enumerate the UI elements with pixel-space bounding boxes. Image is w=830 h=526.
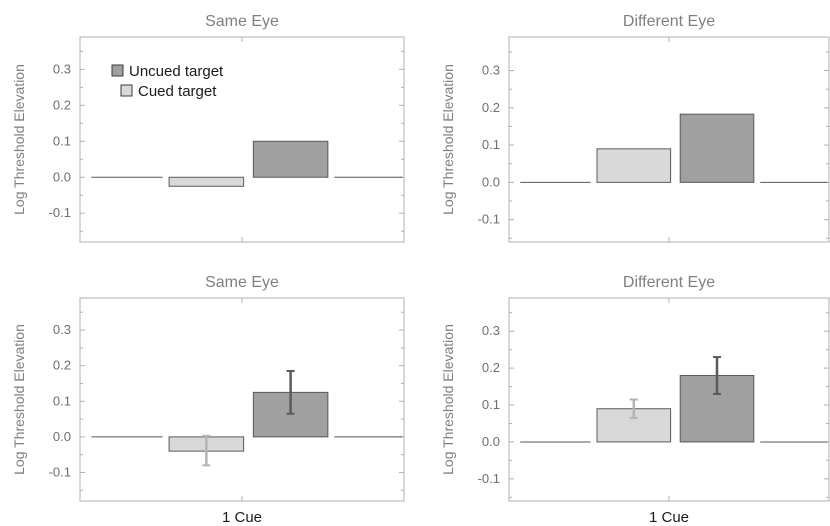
y-tick-label: 0.2	[482, 360, 500, 375]
y-tick-label: 0.1	[482, 137, 500, 152]
x-axis-label: 1 Cue	[649, 509, 689, 526]
legend-label: Uncued target	[129, 63, 224, 80]
chart-title: Different Eye	[623, 13, 715, 30]
chart-panel-4: Different Eye 0.3 0.2 0.1 0.0 -0.1 Log Thresho…	[440, 274, 830, 526]
y-axis-label: Log Threshold Elevation	[440, 64, 456, 215]
bar-uncued-target	[679, 113, 755, 183]
bar-cued-target	[596, 148, 672, 183]
y-tick-label: 0.3	[482, 63, 500, 78]
y-tick-label: -0.1	[478, 471, 500, 486]
y-tick-label: 0.2	[482, 100, 500, 115]
plot-frame	[508, 297, 830, 502]
chart-title: Same Eye	[205, 13, 279, 30]
chart-title: Different Eye	[623, 274, 715, 291]
y-tick-label: 0.0	[482, 434, 500, 449]
y-tick-label: -0.1	[478, 212, 500, 227]
legend-label: Cued target	[138, 83, 217, 100]
y-tick-label: 0.0	[482, 174, 500, 189]
chart-panel-3: Same Eye 0.3 0.2 0.1 0.0 -0.1 Log Threshold El…	[11, 274, 405, 526]
x-axis-label: 1 Cue	[222, 509, 262, 526]
legend-swatch	[120, 84, 133, 97]
y-tick-label: 0.3	[53, 61, 71, 76]
y-tick-label: 0.0	[53, 169, 71, 184]
y-tick-label: -0.1	[49, 205, 71, 220]
y-tick-label: 0.0	[53, 429, 71, 444]
chart-panel-2: Different Eye 0.3 0.2 0.1 0.0 -0.1 Log Thresho…	[440, 13, 830, 243]
y-axis-label: Log Threshold Elevation	[11, 64, 27, 215]
chart-title: Same Eye	[205, 274, 279, 291]
y-tick-label: 0.2	[53, 97, 71, 112]
legend-swatch	[111, 64, 124, 77]
plot-frame	[508, 36, 830, 243]
y-tick-label: 0.1	[53, 393, 71, 408]
chart-panel-1: Same Eye 0.3 0.2 0.1 0.0 -0.1 Log Threshold El…	[11, 13, 405, 243]
y-tick-label: 0.1	[53, 133, 71, 148]
y-tick-label: 0.2	[53, 358, 71, 373]
y-tick-label: 0.3	[482, 323, 500, 338]
y-tick-label: -0.1	[49, 465, 71, 480]
bar-uncued-target	[252, 140, 329, 178]
legend: Uncued target Cued target	[111, 63, 224, 100]
y-tick-label: 0.1	[482, 397, 500, 412]
y-axis-label: Log Threshold Elevation	[440, 324, 456, 475]
plot-frame	[79, 297, 405, 502]
bar-cued-target	[168, 176, 245, 187]
y-tick-label: 0.3	[53, 322, 71, 337]
y-axis-label: Log Threshold Elevation	[11, 324, 27, 475]
